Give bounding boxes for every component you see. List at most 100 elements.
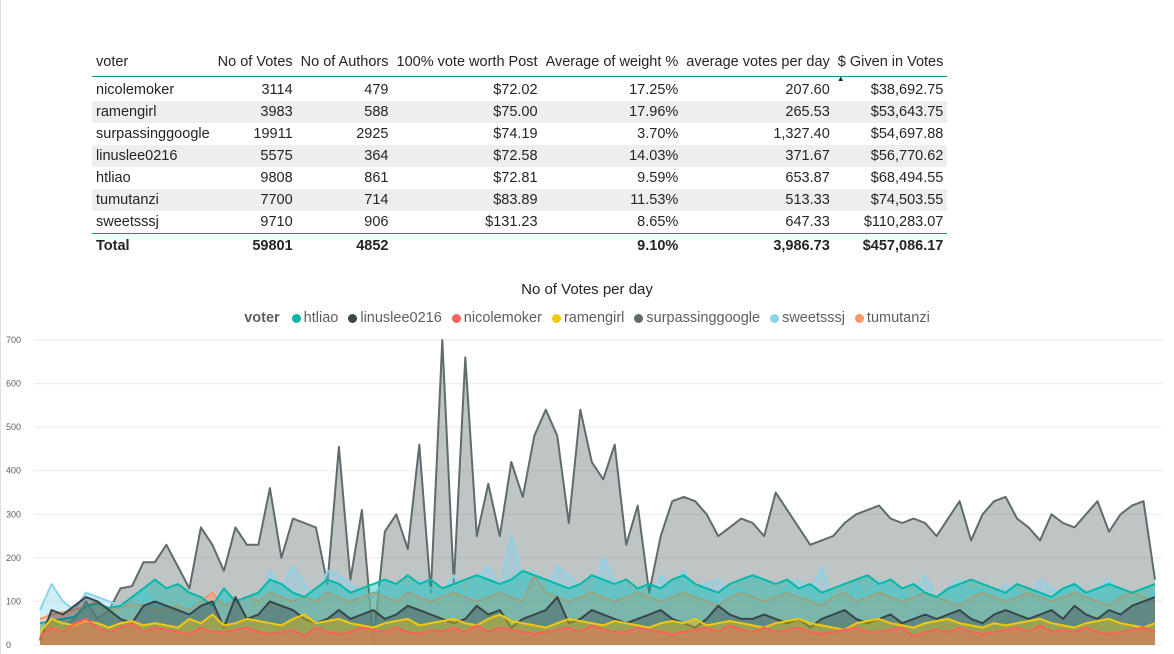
cell-voter: sweetsssj bbox=[96, 214, 159, 230]
chart-title: No of Votes per day bbox=[521, 281, 653, 298]
series-area-surpassinggoogle bbox=[40, 340, 1155, 645]
y-tick-label: 700 bbox=[6, 335, 21, 345]
cell-votes-per-day: 265.53 bbox=[682, 101, 834, 123]
column-header-given-label: $ Given in Votes bbox=[837, 54, 944, 70]
cell-authors: 479 bbox=[364, 82, 389, 98]
legend-label: nicolemoker bbox=[463, 310, 542, 326]
table-row[interactable]: linuslee0216 5575 364 $72.58 14.03% 371.67 $56… bbox=[92, 145, 948, 167]
cell-given: $74,503.55 bbox=[833, 189, 948, 211]
column-header-voter[interactable]: voter bbox=[92, 50, 214, 77]
legend-item-nicolemoker[interactable]: nicolemoker bbox=[451, 310, 542, 326]
column-header-no-of-authors[interactable]: No of Authors bbox=[296, 50, 393, 77]
cell-votes: 7700 bbox=[213, 189, 297, 211]
legend-dot-icon bbox=[634, 313, 644, 323]
cell-votes-per-day: 513.33 bbox=[682, 189, 834, 211]
legend-dot-icon bbox=[551, 313, 561, 323]
series-area-sweetsssj bbox=[40, 536, 1155, 645]
cell-vote-worth: $72.81 bbox=[493, 170, 538, 186]
cell-authors: 2925 bbox=[356, 126, 389, 142]
cell-votes: 3983 bbox=[213, 101, 297, 123]
series-area-tumutanzi bbox=[40, 575, 1155, 645]
cell-vote-worth: $74.19 bbox=[493, 126, 538, 142]
series-line-tumutanzi[interactable] bbox=[39, 574, 1156, 620]
cell-votes-per-day: 653.87 bbox=[785, 170, 830, 186]
total-authors: 4852 bbox=[296, 233, 393, 257]
series-area-linuslee0216 bbox=[40, 597, 1155, 645]
legend-label: surpassinggoogle bbox=[646, 310, 761, 326]
legend-item-ramengirl[interactable]: ramengirl bbox=[551, 310, 625, 326]
cell-given: $68,494.55 bbox=[870, 170, 944, 186]
cell-voter: nicolemoker bbox=[96, 82, 175, 98]
cell-vote-worth: $72.58 bbox=[392, 145, 542, 167]
y-tick-label: 400 bbox=[6, 466, 21, 476]
column-header-vote-worth[interactable]: 100% vote worth Post bbox=[392, 50, 542, 77]
y-tick-label: 0 bbox=[6, 640, 11, 650]
legend-label: htliao bbox=[303, 310, 339, 326]
legend-item-surpassinggoogle[interactable]: surpassinggoogle bbox=[634, 310, 760, 326]
legend-item-tumutanzi[interactable]: tumutanzi bbox=[854, 310, 930, 326]
cell-votes: 5575 bbox=[213, 145, 297, 167]
table-row[interactable]: sweetsssj 9710 906 $131.23 8.65% 647.33 $110,2… bbox=[92, 211, 947, 234]
legend-dot-icon bbox=[291, 313, 301, 323]
table-row[interactable]: htliao 9808 861 $72.81 9.59% 653.87 $68,494.55 bbox=[92, 167, 947, 189]
cell-voter: htliao bbox=[96, 170, 131, 186]
total-given: $457,086.17 bbox=[833, 233, 948, 257]
series-line-htliao[interactable] bbox=[39, 569, 1156, 625]
cell-authors: 588 bbox=[296, 101, 393, 123]
cell-votes-per-day: 647.33 bbox=[785, 214, 830, 230]
y-tick-label: 500 bbox=[6, 422, 21, 432]
cell-avg-weight: 17.25% bbox=[629, 82, 679, 98]
table-row[interactable]: tumutanzi 7700 714 $83.89 11.53% 513.33 $74,50… bbox=[92, 189, 948, 211]
column-header-votes-per-day[interactable]: average votes per day bbox=[682, 50, 834, 77]
table-total-row: Total 59801 4852 9.10% 3,986.73 $457,086.17 bbox=[92, 233, 948, 257]
series-line-linuslee0216[interactable] bbox=[39, 596, 1156, 641]
cell-votes-per-day: 371.67 bbox=[682, 145, 834, 167]
table-row[interactable]: nicolemoker 3114 479 $72.02 17.25% 207.60 $38,… bbox=[92, 77, 947, 102]
cell-avg-weight: 14.03% bbox=[541, 145, 683, 167]
table-row[interactable]: surpassinggoogle 19911 2925 $74.19 3.70% 1,32… bbox=[92, 123, 947, 145]
cell-votes-per-day: 207.60 bbox=[785, 82, 830, 98]
cell-vote-worth: $72.02 bbox=[493, 82, 538, 98]
total-vote-worth bbox=[392, 233, 542, 257]
cell-authors: 714 bbox=[296, 189, 393, 211]
cell-avg-weight: 8.65% bbox=[637, 214, 679, 230]
total-avg-weight: 9.10% bbox=[541, 233, 683, 257]
cell-votes: 9710 bbox=[260, 214, 293, 230]
votes-table: voter No of Votes No of Authors 100% vot… bbox=[92, 50, 948, 257]
series-line-nicolemoker[interactable] bbox=[39, 617, 1156, 638]
legend-dot-icon bbox=[348, 313, 358, 323]
legend-dot-icon bbox=[854, 313, 864, 323]
cell-vote-worth: $75.00 bbox=[392, 101, 542, 123]
legend-label: sweetsssj bbox=[782, 310, 845, 326]
series-line-sweetsssj[interactable] bbox=[39, 535, 1156, 620]
sort-ascending-icon: ▲ bbox=[836, 74, 845, 83]
series-line-surpassinggoogle[interactable] bbox=[39, 339, 1156, 644]
cell-vote-worth: $131.23 bbox=[485, 214, 538, 230]
table-row[interactable]: ramengirl 3983 588 $75.00 17.96% 265.53 $53,64… bbox=[92, 101, 948, 123]
total-votes: 59801 bbox=[213, 233, 297, 257]
legend-dot-icon bbox=[451, 313, 461, 323]
column-header-given-in-votes[interactable]: $ Given in Votes ▲ bbox=[833, 50, 948, 83]
y-tick-label: 600 bbox=[6, 379, 21, 389]
series-line-ramengirl[interactable] bbox=[39, 613, 1156, 633]
legend-dot-icon bbox=[770, 313, 780, 323]
table-header-row: voter No of Votes No of Authors 100% vot… bbox=[92, 50, 948, 83]
legend-item-htliao[interactable]: htliao bbox=[291, 310, 339, 326]
legend-label: ramengirl bbox=[563, 310, 625, 326]
series-area-nicolemoker bbox=[40, 618, 1155, 645]
cell-votes: 9808 bbox=[260, 170, 293, 186]
legend-label: linuslee0216 bbox=[360, 310, 442, 326]
cell-given: $110,283.07 bbox=[863, 214, 944, 230]
legend-title: voter bbox=[244, 310, 280, 326]
column-header-average-weight[interactable]: Average of weight % bbox=[541, 50, 683, 77]
legend-item-sweetsssj[interactable]: sweetsssj bbox=[770, 310, 845, 326]
cell-authors: 364 bbox=[296, 145, 393, 167]
chart-legend: voter htliao linuslee0216 nicolemoker ramen… bbox=[0, 310, 1174, 326]
column-header-no-of-votes[interactable]: No of Votes bbox=[213, 50, 297, 77]
cell-voter: ramengirl bbox=[92, 101, 214, 123]
legend-label: tumutanzi bbox=[866, 310, 930, 326]
y-tick-label: 300 bbox=[6, 509, 21, 519]
cell-votes: 19911 bbox=[253, 126, 293, 142]
cell-authors: 906 bbox=[364, 214, 389, 230]
legend-item-linuslee0216[interactable]: linuslee0216 bbox=[348, 310, 442, 326]
